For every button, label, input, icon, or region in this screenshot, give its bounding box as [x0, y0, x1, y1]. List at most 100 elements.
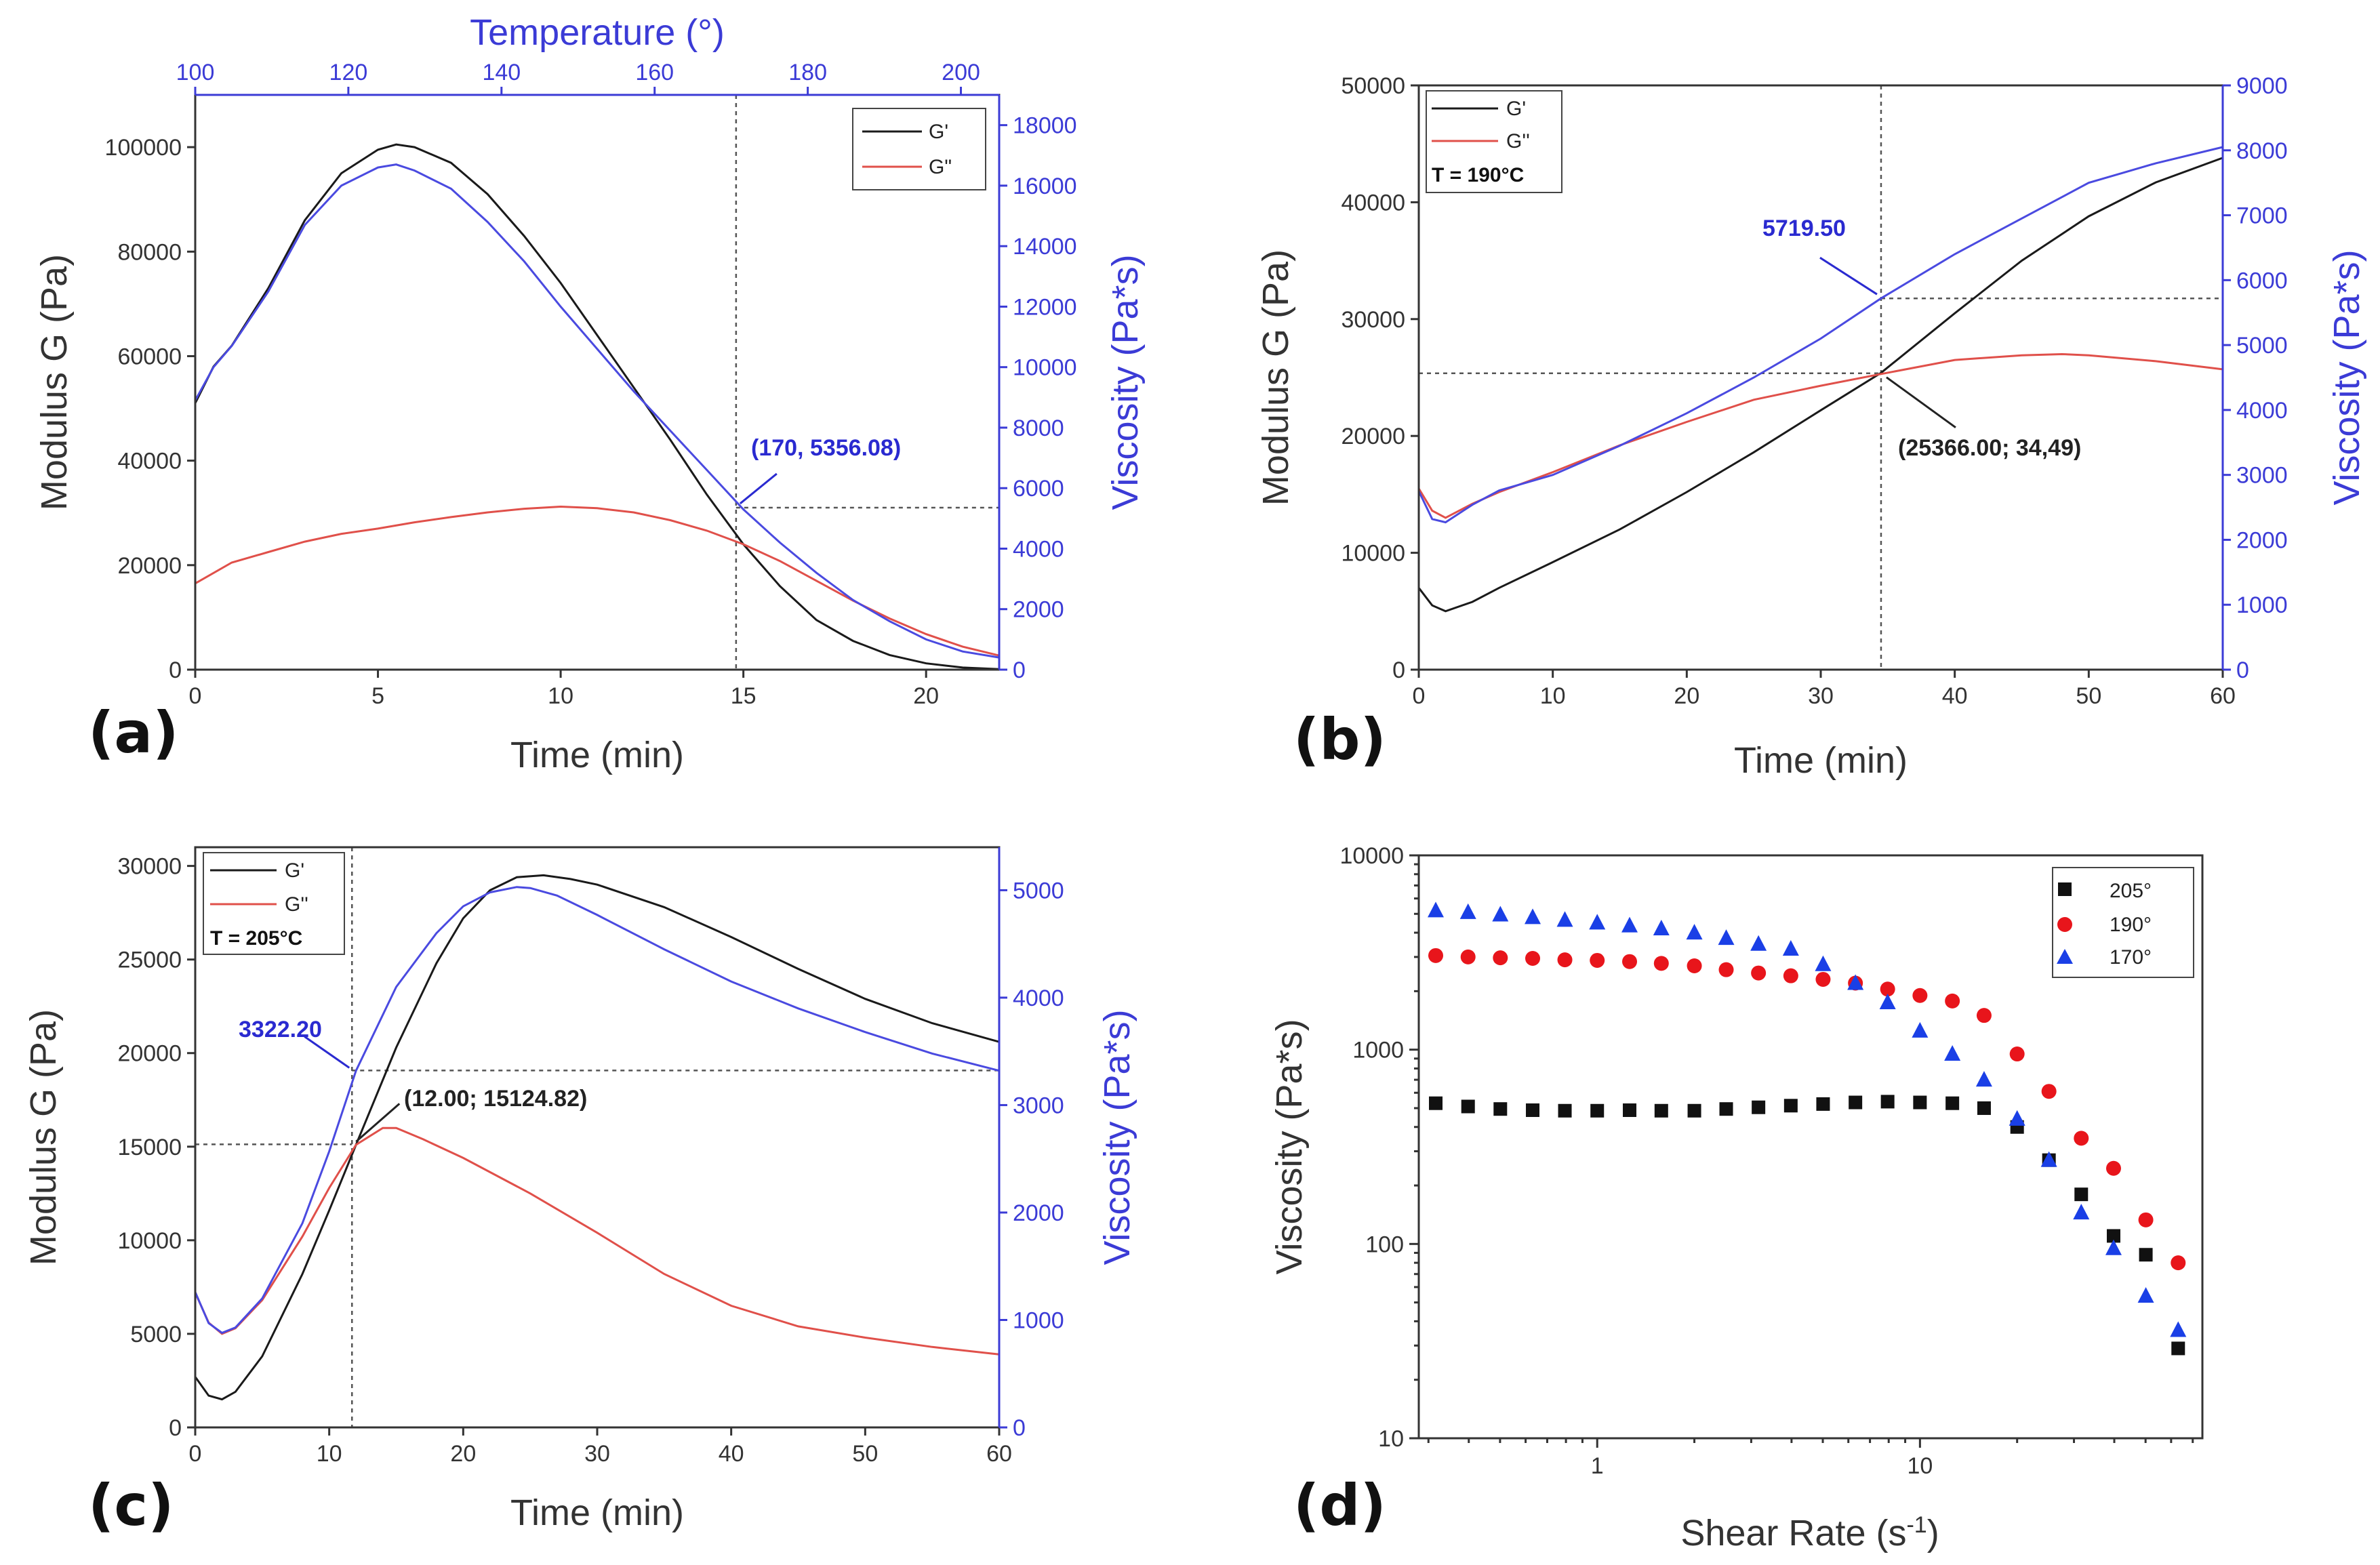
panel-a-series-viscosity — [194, 163, 1000, 659]
panel-d-point-190 — [1590, 952, 1605, 968]
panel-d-point-170 — [1428, 901, 1445, 918]
panel-d-point-170 — [2137, 1287, 2154, 1303]
panel-d-point-205 — [1945, 1096, 1960, 1110]
panel-d-point-190 — [1622, 954, 1638, 969]
panel-a-y2-tick-label: 6000 — [1013, 476, 1064, 502]
panel-a-x-tick-label: 5 — [371, 683, 384, 709]
panel-b-y2-tick-label: 4000 — [2236, 398, 2288, 424]
panel-d-point-205 — [1752, 1100, 1766, 1114]
panel-c-y2-tick-label: 1000 — [1013, 1307, 1064, 1333]
panel-d-ticks: 1 10 10 100 1000 10000 — [1339, 843, 2194, 1479]
panel-c-xlabel: Time (min) — [510, 1492, 684, 1533]
panel-d-point-170 — [2040, 1151, 2057, 1167]
panel-a-y2-tick-label: 14000 — [1013, 234, 1077, 260]
panel-d-legend — [2052, 867, 2194, 978]
panel-c-y-tick-label: 20000 — [117, 1041, 182, 1067]
panel-a-y2label: Viscosity (Pa*s) — [1105, 254, 1146, 510]
panel-a-y2-tick-label: 18000 — [1013, 113, 1077, 139]
panel-c-x-tick-label: 20 — [450, 1441, 476, 1467]
panel-b-annotation-arrow-viscosity — [1819, 256, 1878, 296]
panel-d-legend-marker-205 — [2058, 882, 2072, 896]
panel-c-annotation-viscosity: 3322.20 — [239, 1017, 322, 1042]
panel-b-y2label: Viscosity (Pa*s) — [2326, 249, 2367, 505]
panel-b-legend-g-prime: G' — [1506, 98, 1526, 120]
panel-d-point-205 — [1429, 1096, 1443, 1110]
panel-c-x-tick-label: 60 — [986, 1441, 1012, 1467]
panel-d-point-205 — [1493, 1102, 1508, 1116]
panel-d-point-170 — [1944, 1045, 1961, 1061]
panel-d-legend-205: 205° — [2110, 880, 2152, 902]
panel-d-point-190 — [2138, 1212, 2154, 1227]
panel-c-y2-tick-label: 5000 — [1013, 878, 1064, 903]
panel-a-x2-tick-label: 180 — [788, 60, 827, 85]
panel-d-point-205 — [1719, 1102, 1733, 1116]
panel-d-point-205 — [1654, 1103, 1668, 1118]
panel-d-point-190 — [1557, 952, 1573, 968]
panel-d-point-190 — [1945, 993, 1960, 1009]
panel-d-legend-marker-170 — [2057, 949, 2073, 964]
panel-c-y2label: Viscosity (Pa*s) — [1097, 1009, 1137, 1265]
panel-d-point-170 — [2105, 1239, 2122, 1255]
panel-b-y-tick-label: 30000 — [1341, 307, 1405, 333]
panel-d-point-170 — [1525, 908, 1541, 924]
panel-c-legend-g-prime: G' — [285, 859, 304, 882]
panel-d-y-tick-label: 10 — [1378, 1426, 1404, 1452]
panel-a-plot-area — [194, 95, 1000, 670]
panel-b-y2-tick-label: 3000 — [2236, 463, 2288, 489]
panel-b-y2-tick-label: 2000 — [2236, 527, 2288, 553]
panel-c-y-tick-label: 0 — [169, 1415, 182, 1441]
panel-c-x-tick-label: 50 — [852, 1441, 878, 1467]
panel-c-label: (c) — [88, 1472, 174, 1539]
panel-b-x-tick-label: 30 — [1808, 683, 1834, 709]
panel-c-x-tick-label: 40 — [719, 1441, 744, 1467]
panel-a-y-tick-label: 80000 — [117, 239, 182, 265]
panel-d-label: (d) — [1293, 1472, 1386, 1539]
panel-c-annotation-arrow-viscosity — [304, 1036, 350, 1069]
panel-d-point-170 — [1815, 955, 1832, 971]
panel-d-point-170 — [1879, 993, 1896, 1009]
panel-d-x-tick-label: 10 — [1907, 1453, 1933, 1479]
panel-d-point-205 — [1783, 1099, 1798, 1113]
panel-b-y2-tick-label: 7000 — [2236, 203, 2288, 229]
panel-c-y-tick-label: 25000 — [117, 948, 182, 973]
panel-b-plot-area — [1417, 85, 2223, 670]
panel-d-point-170 — [1686, 924, 1703, 940]
panel-a-x-tick-label: 10 — [548, 683, 573, 709]
panel-a-x2-tick-label: 120 — [329, 60, 368, 85]
panel-d-point-190 — [1493, 950, 1508, 966]
panel-c-plot-area — [194, 847, 1000, 1427]
panel-d-point-190 — [1751, 965, 1767, 981]
panel-d-point-170 — [1589, 914, 1606, 930]
panel-c-x-tick-label: 0 — [189, 1441, 202, 1467]
panel-c-y-tick-label: 30000 — [117, 854, 182, 880]
panel-d-point-170 — [2073, 1204, 2090, 1220]
panel-d-point-205 — [2106, 1229, 2120, 1243]
panel-c-annotation-crossover: (12.00; 15124.82) — [404, 1086, 587, 1112]
panel-d-point-170 — [1492, 906, 1509, 922]
panel-d-point-205 — [1849, 1095, 1863, 1110]
panel-c-y2-tick-label: 0 — [1013, 1415, 1026, 1441]
panel-c-series-viscosity — [194, 886, 1000, 1335]
panel-a-ylabel: Modulus G (Pa) — [34, 254, 75, 510]
panel-c-y2-tick-label: 4000 — [1013, 985, 1064, 1011]
panel-d-y-tick-label: 1000 — [1352, 1038, 1404, 1063]
panel-a-x-tick-label: 20 — [913, 683, 939, 709]
panel-a-y2-tick-label: 10000 — [1013, 355, 1077, 381]
panel-d-point-170 — [1621, 916, 1638, 933]
panel-a-legend-g-prime: G' — [929, 121, 948, 143]
panel-d-point-170 — [1782, 940, 1799, 956]
panel-d-point-170 — [2009, 1110, 2025, 1126]
panel-d-point-190 — [1460, 949, 1476, 964]
panel-d-point-170 — [2170, 1321, 2187, 1337]
panel-d-plot-area — [1428, 901, 2187, 1356]
panel-c-y-tick-label: 15000 — [117, 1135, 182, 1160]
panel-a-y-tick-label: 100000 — [105, 135, 182, 161]
panel-d-point-205 — [1687, 1103, 1701, 1118]
panel-c-y-tick-label: 10000 — [117, 1228, 182, 1254]
panel-c-y2-tick-label: 2000 — [1013, 1200, 1064, 1226]
panel-d-point-190 — [2074, 1131, 2089, 1146]
panel-c: 0 10 20 30 40 50 60050001000015000200002500030… — [23, 846, 1137, 1539]
panel-d-y-tick-label: 10000 — [1339, 843, 1404, 869]
panel-d-frame — [1417, 854, 2204, 1440]
panel-d-point-170 — [1847, 974, 1864, 990]
